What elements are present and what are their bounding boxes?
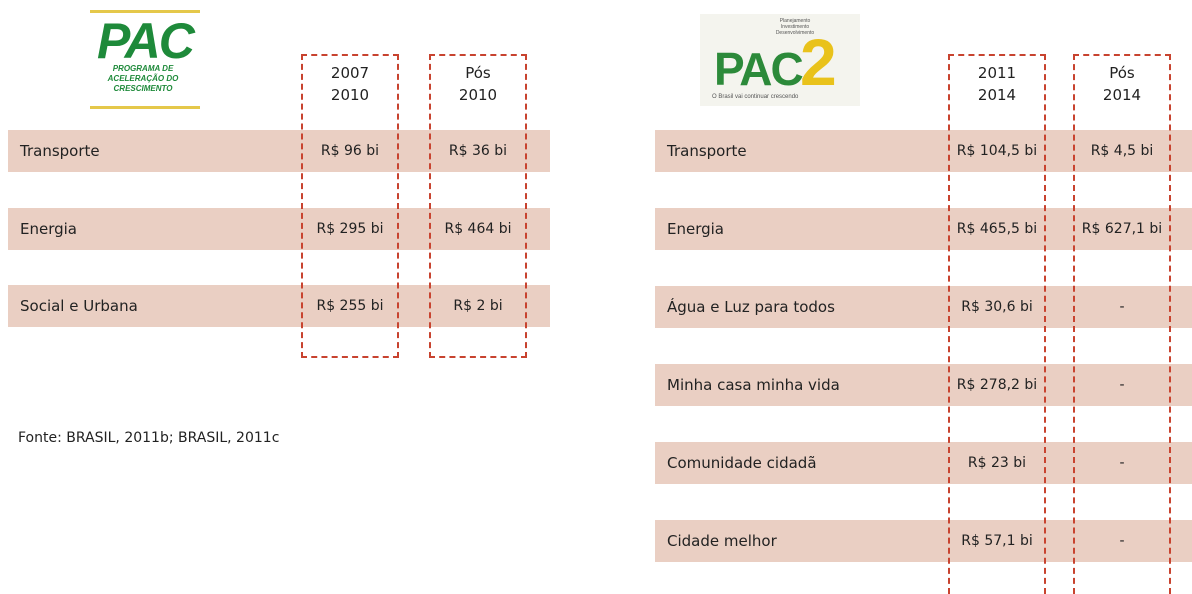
value-text: -: [1119, 533, 1125, 549]
value-text: R$ 96 bi: [320, 143, 380, 159]
value-text: R$ 2 bi: [453, 298, 503, 314]
value-text: R$ 36 bi: [448, 143, 508, 159]
column-header: Pós 2014: [1077, 62, 1167, 106]
cell-value: -: [1081, 444, 1163, 482]
logo-subtitle: O Brasil vai continuar crescendo: [712, 94, 799, 100]
row-label: Social e Urbana: [20, 297, 138, 315]
value-text: R$ 104,5 bi: [956, 143, 1038, 159]
row-band: [8, 285, 550, 327]
header-line: 2010: [458, 86, 498, 104]
row-label: Cidade melhor: [667, 532, 777, 550]
column-outline: [429, 54, 527, 358]
value-text: R$ 465,5 bi: [956, 221, 1038, 237]
value-text: -: [1119, 299, 1125, 315]
logo-title: PAC: [714, 43, 804, 95]
cell-value: R$ 57,1 bi: [956, 522, 1038, 560]
row-band: [655, 520, 1192, 562]
row-label: Comunidade cidadã: [667, 454, 817, 472]
cell-value: R$ 295 bi: [302, 210, 398, 248]
cell-value: R$ 36 bi: [430, 132, 526, 170]
logo-rule: [90, 106, 200, 109]
cell-value: R$ 96 bi: [302, 132, 398, 170]
row-label: Água e Luz para todos: [667, 298, 835, 316]
column-outline: [301, 54, 399, 358]
row-band: [655, 286, 1192, 328]
header-line: 2014: [977, 86, 1017, 104]
column-header: Pós 2010: [433, 62, 523, 106]
value-text: R$ 464 bi: [444, 220, 512, 237]
cell-value: R$ 278,2 bi: [956, 366, 1038, 404]
header-line: Pós: [1109, 64, 1135, 82]
value-text: R$ 255 bi: [316, 298, 384, 314]
row-label: Energia: [667, 220, 724, 238]
cell-value: R$ 23 bi: [956, 444, 1038, 482]
header-line: 2010: [330, 86, 370, 104]
row-band: [8, 207, 550, 250]
column-header: 2011 2014: [952, 62, 1042, 106]
row-label: Transporte: [667, 142, 747, 160]
cell-value: R$ 2 bi: [430, 287, 526, 325]
value-text: R$ 23 bi: [967, 455, 1027, 471]
header-line: 2014: [1102, 86, 1142, 104]
row-band: [8, 130, 550, 172]
logo-title: PAC: [97, 13, 195, 69]
value-text: R$ 4,5 bi: [1090, 143, 1154, 159]
value-text: R$ 278,2 bi: [956, 377, 1038, 393]
logo-box: [700, 14, 860, 106]
cell-value: R$ 465,5 bi: [956, 210, 1038, 248]
row-band: [655, 442, 1192, 484]
row-label: Energia: [20, 219, 77, 238]
logo-number: 2: [800, 25, 837, 99]
cell-value: -: [1081, 522, 1163, 560]
logo-rule: [90, 10, 200, 13]
column-header: 2007 2010: [305, 62, 395, 106]
logo-top: Planejamento Investimento Desenvolviment…: [775, 18, 815, 36]
cell-value: R$ 4,5 bi: [1081, 132, 1163, 170]
column-outline: [1073, 54, 1171, 594]
cell-value: R$ 30,6 bi: [956, 288, 1038, 326]
row-label: Transporte: [20, 142, 100, 160]
source: Fonte: BRASIL, 2011b; BRASIL, 2011c: [18, 430, 280, 446]
value-text: R$ 295 bi: [316, 220, 384, 237]
cell-value: R$ 627,1 bi: [1081, 210, 1163, 248]
cell-value: -: [1081, 366, 1163, 404]
value-text: R$ 57,1 bi: [961, 533, 1033, 549]
header-line: 2007: [330, 64, 370, 82]
cell-value: R$ 104,5 bi: [956, 132, 1038, 170]
cell-value: R$ 255 bi: [302, 287, 398, 325]
cell-value: R$ 464 bi: [430, 210, 526, 248]
logo-subtitle: PROGRAMA DE ACELERAÇÃO DO CRESCIMENTO: [107, 64, 179, 93]
header-line: 2011: [977, 64, 1017, 82]
header-line: Pós: [465, 64, 491, 82]
cell-value: -: [1081, 288, 1163, 326]
value-text: R$ 30,6 bi: [961, 299, 1033, 315]
column-outline: [948, 54, 1046, 594]
value-text: -: [1119, 377, 1125, 393]
value-text: R$ 627,1 bi: [1081, 221, 1163, 237]
value-text: -: [1119, 455, 1125, 471]
row-label: Minha casa minha vida: [667, 376, 840, 394]
row-band: [655, 364, 1192, 406]
row-band: [655, 130, 1192, 172]
row-band: [655, 208, 1192, 250]
